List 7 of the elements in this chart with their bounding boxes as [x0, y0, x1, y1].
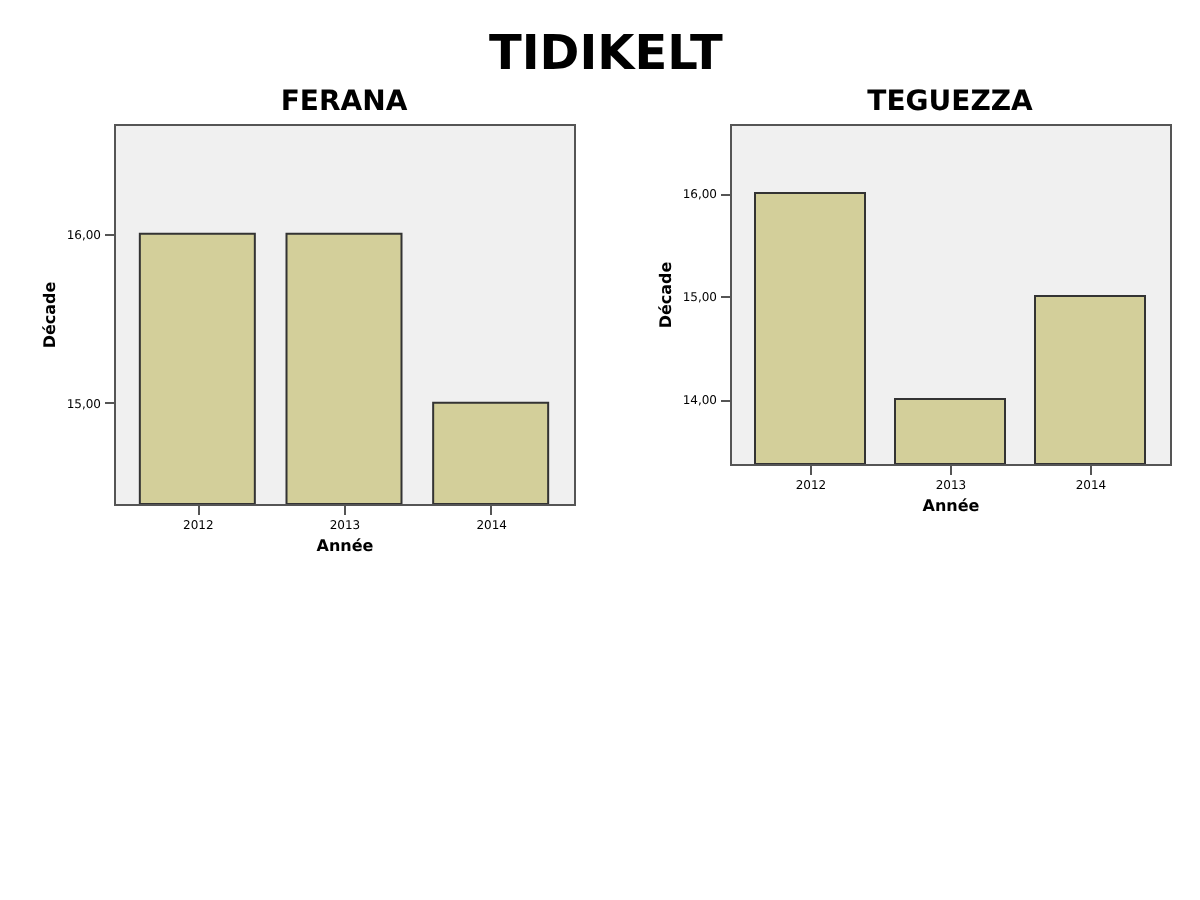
x-axis-title: Année — [922, 497, 981, 515]
y-axis-title: Décade — [40, 280, 59, 349]
chart-title: TEGUEZZA — [867, 86, 1033, 118]
y-axis-title: Décade — [656, 260, 675, 329]
text: TIDIKELT — [488, 25, 724, 81]
x-axis-title: Année — [316, 537, 375, 555]
chart-title: FERANA — [280, 86, 408, 118]
